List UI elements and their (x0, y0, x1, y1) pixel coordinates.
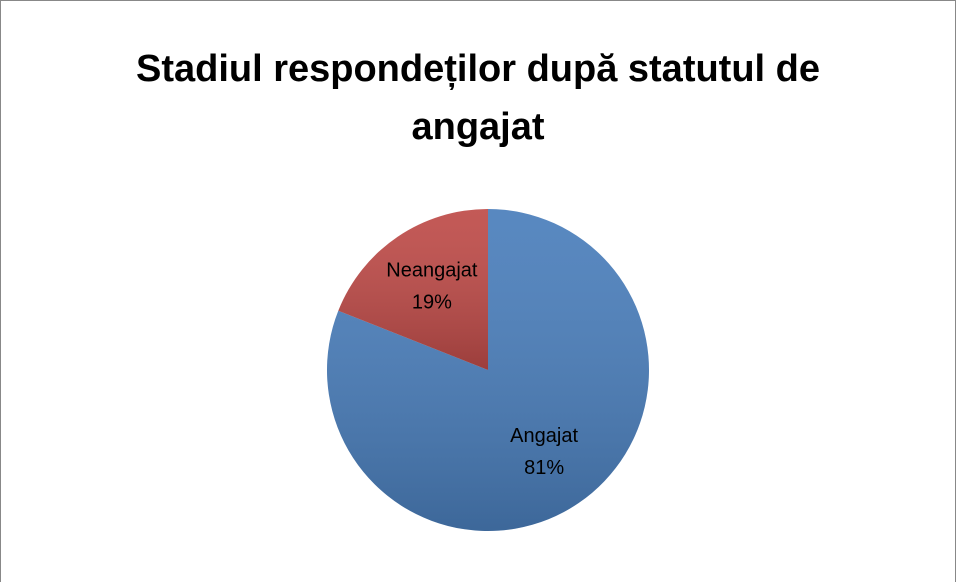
slice-value-label: 81% (524, 457, 564, 479)
slice-shade (338, 209, 488, 370)
slice-category-label: Neangajat (386, 260, 478, 282)
slice-value-label: 19% (412, 292, 452, 314)
chart-title: Stadiul respondeților după statutul de a… (135, 48, 821, 148)
slice-shade (327, 209, 650, 531)
slice-category-label: Angajat (510, 425, 578, 447)
